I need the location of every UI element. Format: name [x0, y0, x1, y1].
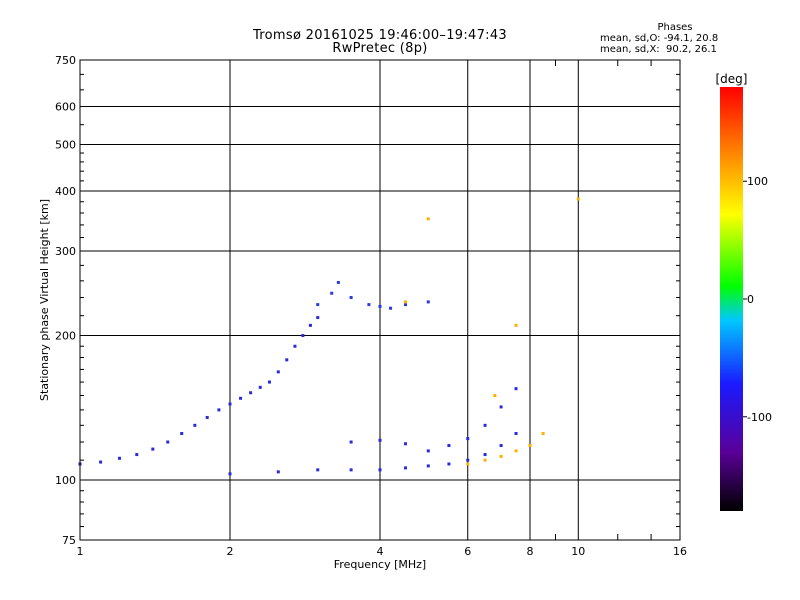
y-tick-label: 300	[55, 245, 76, 258]
data-point	[576, 197, 580, 201]
x-tick-label: 16	[673, 545, 687, 558]
data-point	[493, 394, 497, 398]
data-point	[426, 217, 430, 221]
data-point	[483, 458, 487, 462]
data-point	[483, 423, 487, 427]
data-point	[117, 456, 121, 460]
x-axis-label: Frequency [MHz]	[334, 558, 426, 571]
colorbar-tick-label: 100	[747, 175, 768, 188]
data-point	[447, 444, 451, 448]
data-point	[151, 447, 155, 451]
data-point	[316, 316, 320, 320]
data-point	[514, 387, 518, 391]
y-tick-label: 200	[55, 330, 76, 343]
data-point	[403, 303, 407, 307]
data-point	[267, 380, 271, 384]
data-point	[528, 444, 532, 448]
data-point	[426, 449, 430, 453]
chart-subtitle: RwPretec (8p)	[332, 41, 428, 56]
data-point	[349, 468, 353, 472]
data-point	[447, 462, 451, 466]
data-point	[285, 358, 289, 362]
y-tick-label: 600	[55, 101, 76, 114]
data-point	[403, 466, 407, 470]
data-point	[378, 468, 382, 472]
data-point	[541, 432, 545, 436]
data-point	[514, 449, 518, 453]
data-point	[336, 280, 340, 284]
plot-frame	[79, 59, 681, 541]
data-point	[99, 460, 103, 464]
data-point	[403, 442, 407, 446]
colorbar-label: [deg]	[716, 72, 748, 86]
data-point	[193, 423, 197, 427]
data-point	[276, 470, 280, 474]
x-tick-label: 4	[377, 545, 384, 558]
data-point	[308, 323, 312, 327]
data-point	[166, 440, 170, 444]
data-point	[239, 396, 243, 400]
data-point	[180, 432, 184, 436]
data-point	[249, 391, 253, 395]
data-point	[293, 344, 297, 348]
y-tick-label: 100	[55, 474, 76, 487]
data-point	[228, 472, 232, 476]
colorbar	[720, 87, 743, 511]
phase-legend-title: Phases	[657, 22, 693, 33]
x-tick-label: 1	[77, 545, 84, 558]
data-point	[389, 306, 393, 310]
data-point	[499, 454, 503, 458]
data-point	[514, 323, 518, 327]
data-point	[426, 464, 430, 468]
y-tick-label: 750	[55, 54, 76, 67]
data-point	[466, 437, 470, 441]
data-point	[301, 334, 305, 338]
x-tick-label: 8	[527, 545, 534, 558]
phase-legend: Phases mean, sd,O: -94.1, 20.8 mean, sd,…	[600, 22, 720, 55]
colorbar-tick-label: 0	[747, 293, 754, 306]
data-point	[367, 303, 371, 307]
phase-legend-o: mean, sd,O: -94.1, 20.8	[600, 33, 719, 44]
data-point	[349, 296, 353, 300]
phase-legend-x: mean, sd,X: 90.2, 26.1	[600, 44, 717, 55]
colorbar-tick-label: -100	[747, 411, 772, 424]
data-point	[316, 303, 320, 307]
data-point	[499, 405, 503, 409]
data-point	[378, 304, 382, 308]
data-point	[514, 432, 518, 436]
data-point	[205, 415, 209, 419]
data-point	[349, 440, 353, 444]
y-tick-label: 75	[62, 534, 76, 547]
data-point	[378, 438, 382, 442]
data-point	[403, 300, 407, 304]
x-tick-label: 2	[227, 545, 234, 558]
data-point	[466, 458, 470, 462]
y-axis-label: Stationary phase Virtual Height [km]	[38, 199, 51, 401]
data-point	[258, 385, 262, 389]
data-point	[466, 462, 470, 466]
y-tick-label: 500	[55, 139, 76, 152]
data-point	[217, 408, 221, 412]
data-point	[330, 291, 334, 295]
data-point	[426, 300, 430, 304]
data-point	[276, 370, 280, 374]
x-tick-label: 10	[571, 545, 585, 558]
data-point	[316, 468, 320, 472]
data-point	[499, 444, 503, 448]
chart-title: Tromsø 20161025 19:46:00–19:47:43	[252, 28, 508, 43]
x-tick-label: 6	[464, 545, 471, 558]
y-tick-label: 400	[55, 185, 76, 198]
data-point	[228, 402, 232, 406]
data-point	[135, 453, 139, 457]
data-point	[483, 453, 487, 457]
